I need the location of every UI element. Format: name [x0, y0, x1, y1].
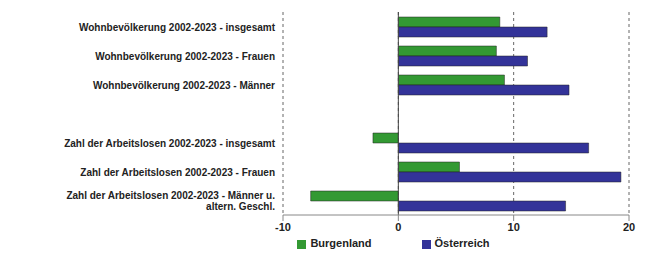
svg-text:Zahl der Arbeitslosen 2002-202: Zahl der Arbeitslosen 2002-2023 - Männer…	[66, 190, 275, 212]
svg-text:Wohnbevölkerung 2002-2023 - in: Wohnbevölkerung 2002-2023 - insgesamt	[79, 21, 276, 32]
svg-text:Zahl der Arbeitslosen 2002-202: Zahl der Arbeitslosen 2002-2023 - insges…	[64, 137, 275, 148]
svg-text:0: 0	[395, 221, 401, 233]
svg-text:Wohnbevölkerung 2002-2023 - Mä: Wohnbevölkerung 2002-2023 - Männer	[93, 79, 275, 90]
svg-text:20: 20	[623, 221, 635, 233]
html-text:Österreich: Österreich	[434, 237, 490, 249]
svg-text:Zahl der Arbeitslosen 2002-202: Zahl der Arbeitslosen 2002-2023 - Frauen	[80, 166, 275, 177]
svg-text:Wohnbevölkerung 2002-2023 - Fr: Wohnbevölkerung 2002-2023 - Frauen	[95, 50, 275, 61]
html-text:Burgenland: Burgenland	[310, 237, 372, 249]
svg-text:-10: -10	[275, 221, 291, 233]
svg-text:10: 10	[508, 221, 520, 233]
